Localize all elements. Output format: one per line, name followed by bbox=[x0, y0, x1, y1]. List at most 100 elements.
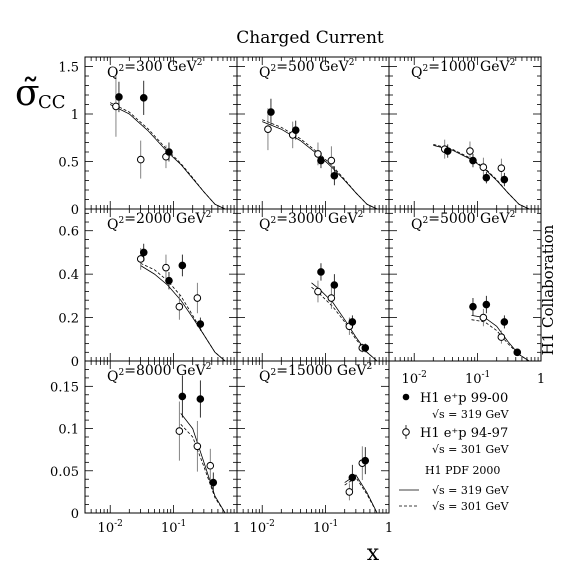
y-tick-label: 0.1 bbox=[58, 423, 79, 438]
legend-data1-label: H1 e⁺p 99-00 bbox=[420, 391, 508, 406]
x-tick-label: 10-2 bbox=[250, 519, 275, 536]
data-point-open bbox=[497, 164, 506, 172]
data-point-filled bbox=[317, 156, 325, 165]
data-point-open bbox=[479, 163, 488, 171]
q2-label: Q2=8000 GeV2 bbox=[107, 362, 211, 385]
data-point-filled bbox=[139, 94, 148, 102]
legend-fit2-label: √s = 301 GeV bbox=[432, 500, 510, 513]
y-tick-label: 0 bbox=[71, 203, 79, 218]
panel-4: 0 0.2 0.4 0.6 Q2=2000 GeV2 bbox=[58, 208, 238, 370]
data-point-filled bbox=[482, 300, 491, 309]
data-point-open bbox=[136, 255, 145, 263]
curve-319 bbox=[262, 121, 378, 210]
y-axis-label: σ̃ bbox=[15, 73, 40, 114]
x-tick-label: 10-1 bbox=[313, 519, 338, 536]
y-tick-label: 0.5 bbox=[58, 156, 79, 171]
data-point-filled bbox=[165, 148, 173, 156]
panel-3: Q2=1000 GeV2 bbox=[388, 56, 542, 210]
q2-label: Q2=500 GeV2 bbox=[259, 58, 354, 81]
data-point-open bbox=[479, 313, 488, 322]
data-point-open bbox=[314, 287, 322, 296]
data-point-filled bbox=[482, 173, 491, 182]
data-point-filled bbox=[267, 108, 275, 116]
data-point-open bbox=[466, 147, 474, 155]
curve-301 bbox=[140, 262, 226, 362]
panel-5: Q2=3000 GeV2 bbox=[236, 208, 390, 362]
q2-label: Q2=5000 GeV2 bbox=[411, 210, 515, 233]
curve-301 bbox=[433, 144, 530, 210]
data-point-open bbox=[264, 125, 272, 133]
data-point-filled bbox=[291, 126, 300, 134]
y-tick-label: 0.15 bbox=[50, 380, 79, 395]
y-tick-label: 0 bbox=[71, 355, 79, 370]
data-point-open bbox=[175, 427, 184, 435]
q2-label: Q2=15000 GeV2 bbox=[259, 362, 372, 385]
curve-301 bbox=[180, 424, 226, 514]
data-point-filled bbox=[317, 268, 325, 276]
y-tick-label: 0.05 bbox=[50, 465, 79, 480]
data-point-open bbox=[175, 302, 184, 311]
collaboration-label: H1 Collaboration bbox=[539, 224, 557, 355]
y-tick-label: 1 bbox=[71, 108, 79, 123]
y-axis-label-subscript: CC bbox=[38, 92, 66, 113]
data-point-filled bbox=[196, 320, 205, 328]
data-point-open bbox=[206, 461, 215, 470]
data-point-open bbox=[345, 488, 354, 496]
x-tick-label: 10-1 bbox=[465, 370, 490, 387]
y-tick-label: 1.5 bbox=[58, 61, 79, 76]
legend-data1-energy: √s = 319 GeV bbox=[432, 408, 510, 421]
data-point-filled bbox=[361, 344, 370, 352]
data-point-open bbox=[327, 156, 336, 165]
data-point-filled bbox=[500, 318, 509, 326]
data-point-filled bbox=[139, 248, 148, 257]
curve-301 bbox=[344, 476, 378, 514]
legend-data2-energy: √s = 301 GeV bbox=[432, 443, 510, 456]
data-point-filled bbox=[330, 281, 339, 289]
curve-319 bbox=[140, 265, 226, 362]
data-point-open bbox=[327, 294, 336, 302]
data-point-filled bbox=[469, 302, 477, 311]
data-point-filled bbox=[178, 392, 187, 401]
q2-label: Q2=3000 GeV2 bbox=[259, 210, 363, 233]
data-point-filled bbox=[115, 93, 123, 101]
y-tick-label: 0 bbox=[71, 507, 79, 522]
legend-open-marker bbox=[402, 428, 410, 436]
panel-2: Q2=500 GeV2 bbox=[236, 56, 390, 210]
data-point-open bbox=[112, 102, 120, 111]
legend: H1 e⁺p 99-00 √s = 319 GeV H1 e⁺p 94-97 √… bbox=[399, 391, 510, 513]
curve-301 bbox=[262, 119, 378, 210]
panel-8: 10-2 10-1 1 Q2=15000 GeV2 bbox=[236, 360, 393, 536]
data-point-open bbox=[162, 263, 170, 272]
legend-filled-marker bbox=[402, 393, 410, 401]
curve-319 bbox=[433, 144, 530, 210]
legend-fit-title: H1 PDF 2000 bbox=[425, 464, 500, 477]
q2-label: Q2=1000 GeV2 bbox=[411, 58, 515, 81]
data-point-filled bbox=[178, 261, 187, 270]
q2-label: Q2=300 GeV2 bbox=[107, 58, 202, 81]
x-tick-label: 10-2 bbox=[98, 519, 123, 536]
data-point-filled bbox=[209, 478, 218, 487]
x-tick-label: 10-2 bbox=[402, 370, 427, 387]
panel-frame bbox=[388, 208, 542, 362]
data-point-filled bbox=[196, 395, 205, 403]
legend-fit1-label: √s = 319 GeV bbox=[432, 484, 510, 497]
data-point-filled bbox=[348, 318, 357, 326]
data-point-open bbox=[193, 294, 202, 302]
data-point-open bbox=[497, 333, 506, 341]
data-point-filled bbox=[469, 156, 477, 165]
x-tick-label: 1 bbox=[537, 372, 545, 387]
y-tick-label: 0.2 bbox=[58, 312, 79, 327]
data-point-filled bbox=[348, 473, 357, 482]
y-tick-label: 0.4 bbox=[58, 268, 79, 283]
figure-title: Charged Current bbox=[236, 28, 384, 48]
legend-data2-label: H1 e⁺p 94-97 bbox=[420, 426, 508, 441]
x-axis-label: x bbox=[367, 541, 380, 566]
data-point-filled bbox=[361, 456, 370, 465]
data-point-filled bbox=[443, 147, 452, 155]
data-point-filled bbox=[330, 171, 339, 180]
x-tick-label: 1 bbox=[385, 521, 393, 536]
panel-6: 10-2 10-1 1 Q2=5000 GeV2 bbox=[388, 208, 545, 387]
x-tick-label: 10-1 bbox=[161, 519, 186, 536]
y-tick-label: 0.6 bbox=[58, 225, 79, 240]
panel-7: 0 0.05 0.1 0.15 10-2 10-1 1 Q2=8000 GeV2 bbox=[50, 360, 241, 536]
